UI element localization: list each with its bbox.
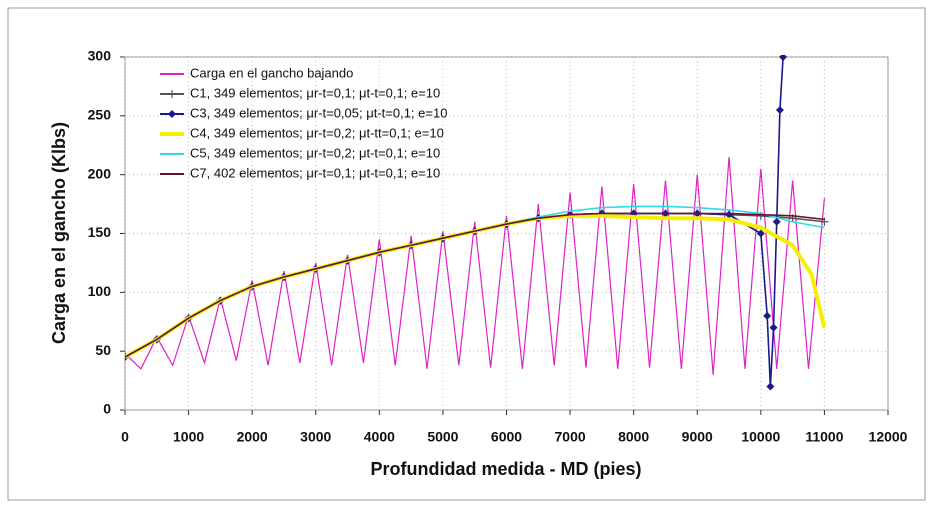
x-tick-label: 10000 — [741, 429, 780, 445]
y-tick-label: 250 — [88, 107, 112, 123]
marker — [756, 229, 765, 238]
y-tick-label: 50 — [95, 342, 111, 358]
y-tick-label: 0 — [103, 401, 111, 417]
legend-marker — [168, 110, 176, 118]
x-tick-label: 6000 — [491, 429, 522, 445]
legend-label: Carga en el gancho bajando — [190, 65, 353, 80]
marker — [766, 382, 775, 391]
legend-label: C7, 402 elementos; μr-t=0,1; μt-t=0,1; e… — [190, 165, 440, 180]
x-tick-label: 4000 — [364, 429, 395, 445]
marker — [772, 217, 781, 226]
x-tick-label: 12000 — [869, 429, 908, 445]
y-tick-label: 300 — [88, 48, 112, 64]
legend-marker — [168, 90, 176, 98]
x-tick-label: 7000 — [555, 429, 586, 445]
x-tick-label: 3000 — [300, 429, 331, 445]
marker — [769, 323, 778, 332]
x-tick-label: 8000 — [618, 429, 649, 445]
x-tick-label: 1000 — [173, 429, 204, 445]
x-tick-label: 2000 — [237, 429, 268, 445]
marker — [775, 105, 784, 114]
legend-label: C1, 349 elementos; μr-t=0,1; μt-t=0,1; e… — [190, 85, 440, 100]
x-tick-label: 9000 — [682, 429, 713, 445]
marker — [779, 55, 788, 61]
series-group — [125, 55, 829, 391]
y-tick-label: 100 — [88, 283, 112, 299]
legend-label: C5, 349 elementos; μr-t=0,2; μt-t=0,1; e… — [190, 145, 440, 160]
legend-label: C3, 349 elementos; μr-t=0,05; μt-t=0,1; … — [190, 105, 447, 120]
x-tick-label: 5000 — [427, 429, 458, 445]
y-tick-label: 200 — [88, 165, 112, 181]
x-tick-label: 11000 — [805, 429, 843, 445]
x-tick-label: 0 — [121, 429, 129, 445]
series-line — [125, 156, 826, 375]
legend-label: C4, 349 elementos; μr-t=0,2; μt-tt=0,1; … — [190, 125, 444, 140]
y-tick-label: 150 — [88, 224, 112, 240]
marker — [763, 311, 772, 320]
x-axis-title: Profundidad medida - MD (pies) — [370, 459, 641, 479]
y-axis-title: Carga en el gancho (Klbs) — [49, 122, 69, 344]
series-line — [125, 212, 825, 358]
marker — [725, 210, 734, 219]
